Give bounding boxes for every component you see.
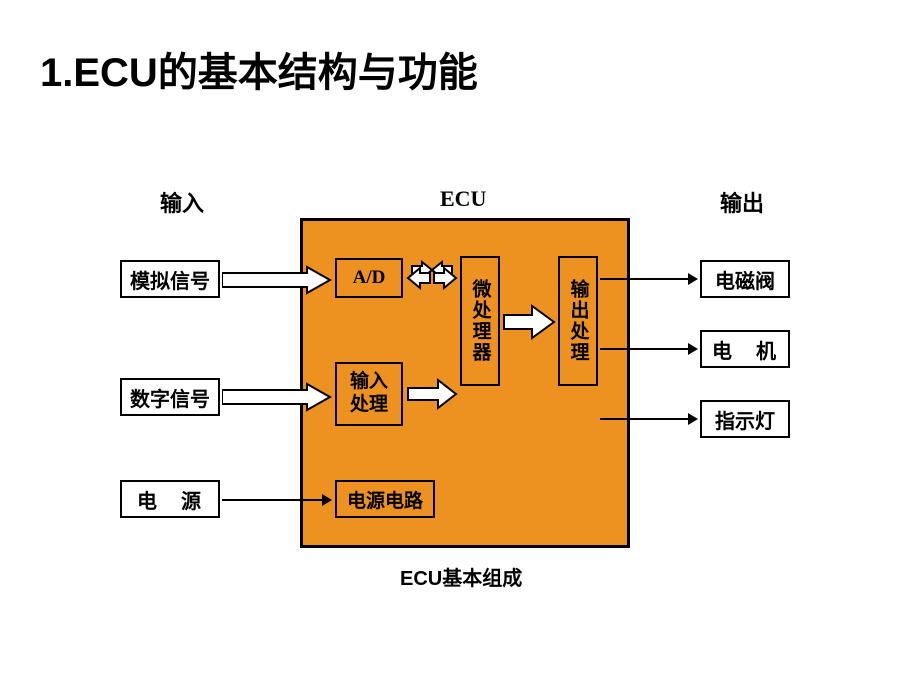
- analog-signal-box: 模拟信号: [120, 260, 220, 298]
- ecu-section-label: ECU: [440, 186, 486, 212]
- ad-box: A/D: [335, 258, 403, 298]
- output-processing-label: 输出处理: [565, 279, 592, 363]
- arrow-analog-to-ad: [222, 265, 332, 295]
- arrow-out-to-indicator: [600, 410, 698, 428]
- diagram-caption: ECU基本组成: [400, 562, 522, 591]
- mcu-label: 微处理器: [467, 279, 494, 363]
- input-processing-box: 输入 处理: [335, 362, 403, 426]
- solenoid-box: 电磁阀: [700, 260, 790, 298]
- arrow-ad-mcu-bidir: [406, 260, 458, 296]
- arrow-power-to-circuit: [222, 490, 332, 510]
- motor-box: 电 机: [700, 330, 790, 368]
- output-section-label: 输出: [720, 186, 764, 218]
- input-processing-label: 输入 处理: [350, 371, 388, 417]
- power-circuit-box: 电源电路: [335, 480, 435, 518]
- mcu-box: 微处理器: [460, 256, 500, 386]
- arrow-inputproc-to-mcu: [406, 378, 458, 410]
- arrow-out-to-solenoid: [600, 270, 698, 288]
- output-processing-box: 输出处理: [558, 256, 598, 386]
- page-title: 1.ECU的基本结构与功能: [40, 40, 478, 98]
- power-box: 电 源: [120, 480, 220, 518]
- input-section-label: 输入: [160, 186, 204, 218]
- digital-signal-box: 数字信号: [120, 378, 220, 416]
- indicator-box: 指示灯: [700, 400, 790, 438]
- arrow-out-to-motor: [600, 340, 698, 358]
- arrow-digital-to-inputproc: [222, 382, 332, 412]
- arrow-mcu-to-outputproc: [502, 304, 556, 340]
